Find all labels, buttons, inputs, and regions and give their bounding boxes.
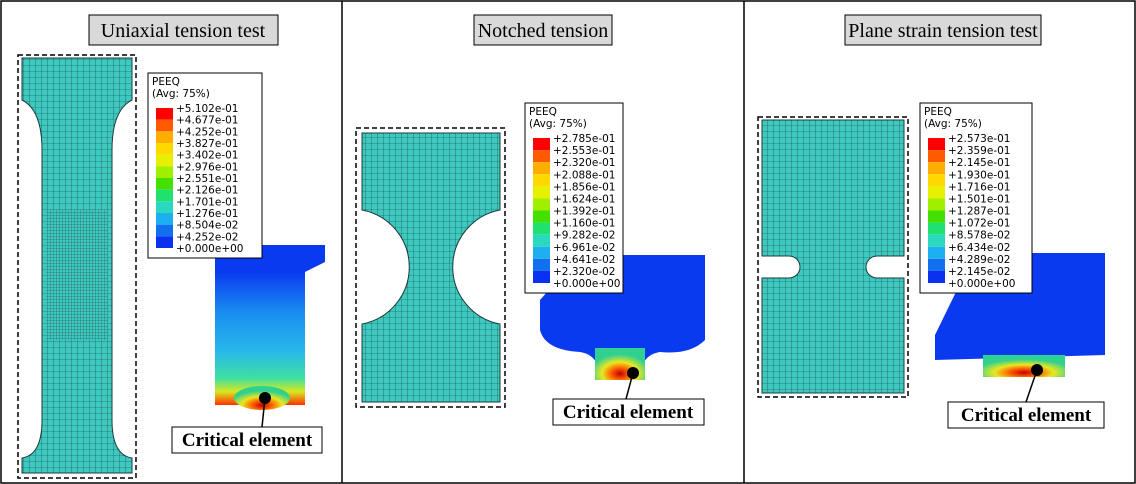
legend-name: PEEQ <box>924 106 952 118</box>
panel-title: Uniaxial tension test <box>101 20 266 42</box>
legend-swatch <box>928 150 945 162</box>
legend-level: +1.276e-01 <box>176 208 238 220</box>
legend-level: +4.252e-01 <box>176 126 238 138</box>
legend-swatch <box>928 186 945 198</box>
legend-level: +4.289e-02 <box>948 254 1010 266</box>
legend-swatch <box>533 138 550 150</box>
legend-swatch <box>156 201 173 213</box>
legend-level: +9.282e-02 <box>553 230 615 242</box>
legend-level: +2.320e-02 <box>553 266 615 278</box>
legend-swatch <box>928 211 945 223</box>
callout: Critical element <box>563 402 694 423</box>
legend-swatch <box>533 235 550 247</box>
legend-level: +2.145e-01 <box>948 157 1010 169</box>
legend-level: +1.701e-01 <box>176 196 238 208</box>
critical-point <box>627 367 639 379</box>
legend-swatch <box>156 120 173 132</box>
legend-level: +0.000e+00 <box>176 243 243 255</box>
figure: Uniaxial tension test Critical element N… <box>0 0 1136 484</box>
legend-avg: (Avg: 75%) <box>924 118 982 130</box>
critical-point <box>1031 364 1043 376</box>
legend-avg: (Avg: 75%) <box>152 88 210 100</box>
legend-level: +2.320e-01 <box>553 157 615 169</box>
legend-swatch <box>928 271 945 283</box>
legend-level: +2.126e-01 <box>176 185 238 197</box>
legend-level: +8.504e-02 <box>176 220 238 232</box>
legend-level: +5.102e-01 <box>176 103 238 115</box>
legend-level: +1.856e-01 <box>553 181 615 193</box>
mesh-fine <box>46 210 108 340</box>
legend-swatch <box>533 198 550 210</box>
legend-avg: (Avg: 75%) <box>529 118 587 130</box>
legend-swatch <box>928 198 945 210</box>
legend-swatch <box>533 271 550 283</box>
legend-level: +1.501e-01 <box>948 193 1010 205</box>
legend-level: +2.573e-01 <box>948 133 1010 145</box>
legend-level: +2.785e-01 <box>553 133 615 145</box>
legend-swatch <box>928 223 945 235</box>
legend-swatch <box>928 247 945 259</box>
legend-level: +4.252e-02 <box>176 231 238 243</box>
legend-level: +0.000e+00 <box>948 278 1015 290</box>
legend-level: +1.930e-01 <box>948 169 1010 181</box>
critical-point <box>259 392 271 404</box>
legend-level: +1.392e-01 <box>553 206 615 218</box>
legend-level: +3.402e-01 <box>176 150 238 162</box>
legend-swatch <box>156 225 173 237</box>
legend-swatch <box>533 247 550 259</box>
legend-level: +1.716e-01 <box>948 181 1010 193</box>
legend-swatch <box>156 213 173 225</box>
callout: Critical element <box>182 430 313 451</box>
legend-swatch <box>533 259 550 271</box>
legend-swatch <box>156 166 173 178</box>
legend-level: +2.551e-01 <box>176 173 238 185</box>
legend-level: +2.145e-02 <box>948 266 1010 278</box>
legend-swatch <box>533 223 550 235</box>
legend-level: +8.578e-02 <box>948 230 1010 242</box>
legend-swatch <box>156 143 173 155</box>
legend-swatch <box>156 155 173 167</box>
legend-swatch <box>928 174 945 186</box>
legend-level: +4.677e-01 <box>176 115 238 127</box>
legend-level: +6.961e-02 <box>553 242 615 254</box>
legend-swatch <box>156 108 173 120</box>
panel-title: Notched tension <box>478 20 609 42</box>
legend-name: PEEQ <box>152 76 180 88</box>
legend-name: PEEQ <box>529 106 557 118</box>
legend-level: +2.553e-01 <box>553 145 615 157</box>
legend-level: +1.624e-01 <box>553 193 615 205</box>
legend-level: +1.072e-01 <box>948 218 1010 230</box>
legend-swatch <box>533 211 550 223</box>
legend-level: +2.088e-01 <box>553 169 615 181</box>
legend-swatch <box>156 131 173 143</box>
legend-level: +3.827e-01 <box>176 138 238 150</box>
legend-swatch <box>533 162 550 174</box>
legend-level: +6.434e-02 <box>948 242 1010 254</box>
legend-swatch <box>928 259 945 271</box>
legend-swatch <box>533 174 550 186</box>
legend-swatch <box>533 186 550 198</box>
mesh <box>362 133 500 402</box>
legend-level: +1.160e-01 <box>553 218 615 230</box>
mesh <box>762 120 904 393</box>
legend-level: +1.287e-01 <box>948 206 1010 218</box>
legend-level: +2.976e-01 <box>176 161 238 173</box>
legend-swatch <box>928 235 945 247</box>
legend-level: +4.641e-02 <box>553 254 615 266</box>
legend-swatch <box>928 162 945 174</box>
legend-swatch <box>928 138 945 150</box>
legend-swatch <box>156 190 173 202</box>
panel-title: Plane strain tension test <box>848 20 1038 42</box>
legend-swatch <box>156 178 173 190</box>
hot-spot <box>983 355 1065 377</box>
legend-swatch <box>156 236 173 248</box>
legend-swatch <box>533 150 550 162</box>
legend-level: +2.359e-01 <box>948 145 1010 157</box>
callout: Critical element <box>961 405 1092 426</box>
deformed-part <box>215 272 305 405</box>
legend-level: +0.000e+00 <box>553 278 620 290</box>
